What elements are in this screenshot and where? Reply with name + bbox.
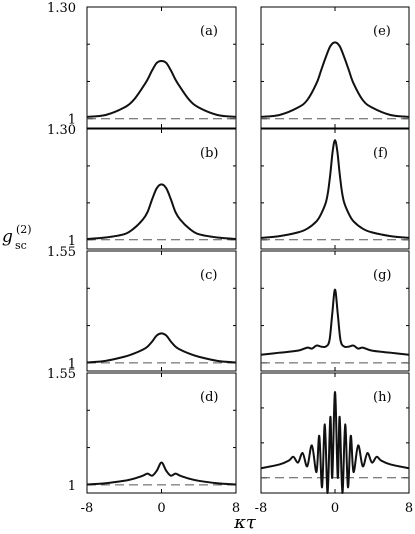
panel-label: (d) <box>200 390 218 405</box>
panel-f: (f) <box>260 128 410 250</box>
x-tick-label: -8 <box>255 501 268 516</box>
x-tick-label: -8 <box>81 501 94 516</box>
y-tick-label: 1.30 <box>47 123 76 138</box>
y-axis-label-main: g <box>2 227 13 247</box>
y-tick-label: 1 <box>68 234 76 249</box>
panel-label: (a) <box>200 24 218 39</box>
series-line <box>86 59 237 118</box>
y-tick-label: 1.55 <box>47 367 76 382</box>
series-line <box>260 288 410 356</box>
series-line <box>86 332 237 364</box>
y-tick-label: 1.55 <box>47 245 76 260</box>
x-tick-label: 0 <box>331 501 339 516</box>
y-tick-label: 1 <box>68 479 76 494</box>
y-tick-label: 1.30 <box>47 1 76 16</box>
y-axis-label-superscript: (2) <box>16 223 32 236</box>
x-tick-label: 0 <box>157 501 165 516</box>
panel-label: (h) <box>373 390 392 405</box>
y-tick-label: 1 <box>68 113 76 128</box>
panel-label: (b) <box>200 146 218 161</box>
x-tick-label: 8 <box>232 501 240 516</box>
series-line <box>260 391 410 495</box>
x-tick-label: 8 <box>405 501 413 516</box>
x-axis-label: κτ <box>233 512 257 533</box>
panel-d: (d) 1 1.55 -8 0 8 <box>47 367 240 516</box>
panel-label: (g) <box>373 268 391 283</box>
panel-h: (h) -8 0 8 <box>255 372 413 516</box>
panel-label: (f) <box>373 146 388 161</box>
series-line <box>260 41 410 118</box>
y-axis-label-subscript: sc <box>15 239 27 252</box>
y-axis-label: g sc (2) <box>2 223 32 252</box>
panel-label: (c) <box>200 268 217 283</box>
series-line <box>86 461 237 486</box>
panel-c: (c) 1 1.55 <box>47 245 237 372</box>
panel-label: (e) <box>373 24 391 39</box>
panel-g: (g) <box>260 250 410 372</box>
panel-b: (b) 1 1.30 <box>47 123 237 250</box>
panel-e: (e) <box>260 6 410 129</box>
panels: (a)11.30(b)11.30(c)11.55(d)11.55-8 0 8(e)(… <box>47 1 413 516</box>
series-line <box>260 139 410 239</box>
panel-a: (a) 1 1.30 <box>47 1 237 129</box>
series-line <box>86 183 237 241</box>
y-tick-label: 1 <box>68 357 76 372</box>
